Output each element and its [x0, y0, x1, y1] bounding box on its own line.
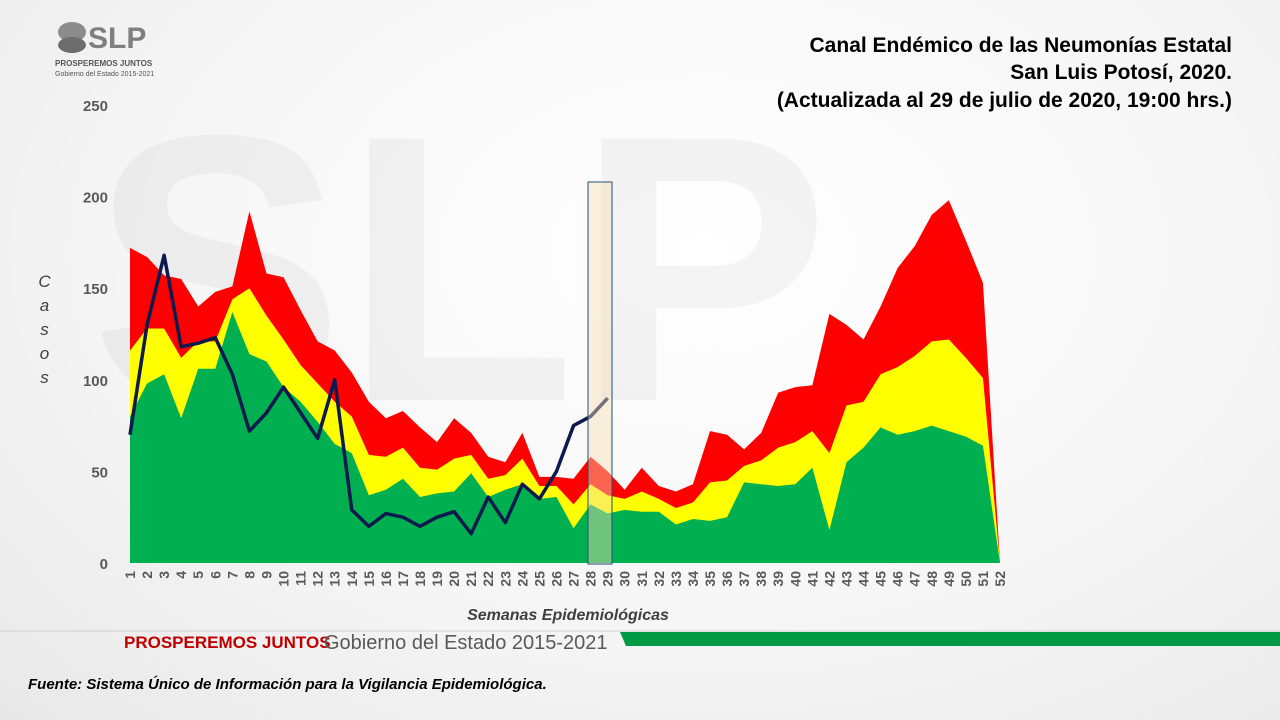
x-tick-label: 11 [293, 571, 309, 586]
logo-mark: SLP [88, 22, 146, 55]
y-tick-label: 50 [91, 464, 108, 481]
logo-icon [58, 22, 86, 42]
x-tick-label: 26 [548, 571, 564, 587]
x-tick-label: 24 [514, 571, 530, 587]
x-tick-label: 40 [787, 571, 803, 587]
x-tick-label: 29 [600, 571, 616, 587]
source-note: Fuente: Sistema Único de Información par… [28, 675, 547, 693]
x-tick-label: 38 [753, 571, 769, 587]
x-tick-label: 48 [924, 571, 940, 587]
x-tick-label: 46 [890, 571, 906, 587]
x-tick-label: 19 [429, 571, 445, 587]
x-tick-label: 18 [412, 571, 428, 587]
logo: SLP PROSPEREMOS JUNTOS Gobierno del Esta… [55, 22, 154, 78]
y-tick-label: 0 [100, 556, 108, 573]
x-tick-label: 23 [497, 571, 513, 587]
y-tick-label: 250 [83, 98, 108, 115]
highlight-box [587, 181, 613, 565]
x-tick-label: 28 [583, 571, 599, 587]
x-tick-label: 30 [617, 571, 633, 587]
x-tick-label: 4 [173, 571, 189, 579]
x-tick-label: 17 [395, 571, 411, 587]
x-tick-label: 14 [344, 571, 360, 587]
x-tick-label: 20 [446, 571, 462, 587]
x-tick-label: 2 [139, 571, 155, 579]
x-tick-label: 13 [327, 571, 343, 587]
x-tick-label: 47 [907, 571, 923, 587]
line [128, 253, 609, 536]
x-tick-label: 35 [702, 571, 718, 587]
x-tick-label: 8 [241, 571, 257, 579]
x-tick-label: 33 [668, 571, 684, 587]
x-tick-label: 31 [634, 571, 650, 587]
x-tick-label: 12 [310, 571, 326, 587]
logo-icon [58, 37, 86, 53]
area [130, 312, 1000, 563]
x-tick-label: 41 [804, 571, 820, 587]
x-tick-label: 49 [941, 571, 957, 587]
x-tick-label: 25 [531, 571, 547, 587]
chart-title: (Actualizada al 29 de julio de 2020, 19:… [777, 89, 1232, 112]
x-tick-label: 39 [770, 571, 786, 587]
x-tick-label: 36 [719, 571, 735, 587]
x-tick-label: 5 [190, 571, 206, 579]
x-tick-label: 50 [958, 571, 974, 587]
x-tick-label: 45 [873, 571, 889, 587]
y-tick-label: 100 [83, 373, 108, 390]
logo-slogan: PROSPEREMOS JUNTOS [55, 59, 153, 68]
x-tick-label: 43 [838, 571, 854, 587]
x-tick-label: 22 [480, 571, 496, 587]
x-axis-label: Semanas Epidemiológicas [467, 607, 669, 624]
banner-government: Gobierno del Estado 2015-2021 [324, 632, 608, 654]
x-tick-label: 44 [856, 571, 872, 587]
x-tick-label: 1 [122, 571, 138, 579]
x-tick-label: 15 [361, 571, 377, 587]
logo-government: Gobierno del Estado 2015-2021 [55, 71, 154, 78]
x-tick-label: 6 [207, 571, 223, 579]
x-tick-label: 37 [736, 571, 752, 587]
x-tick-label: 51 [975, 571, 991, 587]
x-tick-label: 3 [156, 571, 172, 579]
x-tick-label: 16 [378, 571, 394, 587]
x-tick-label: 42 [821, 571, 837, 587]
y-tick-label: 150 [83, 281, 108, 298]
chart-title: Canal Endémico de las Neumonías Estatal [810, 34, 1232, 57]
x-tick-label: 9 [258, 571, 274, 579]
x-tick-label: 21 [463, 571, 479, 587]
x-tick-label: 52 [992, 571, 1008, 587]
x-tick-label: 7 [224, 571, 240, 579]
x-tick-label: 10 [276, 571, 292, 587]
banner-bar [620, 632, 1280, 646]
y-tick-label: 200 [83, 190, 108, 207]
chart-title: San Luis Potosí, 2020. [1010, 61, 1232, 84]
banner-slogan: PROSPEREMOS JUNTOS [124, 633, 331, 652]
x-tick-label: 27 [566, 571, 582, 587]
x-tick-label: 34 [685, 571, 701, 587]
x-tick-label: 32 [651, 571, 667, 587]
y-axis-label: Casos [35, 272, 54, 392]
